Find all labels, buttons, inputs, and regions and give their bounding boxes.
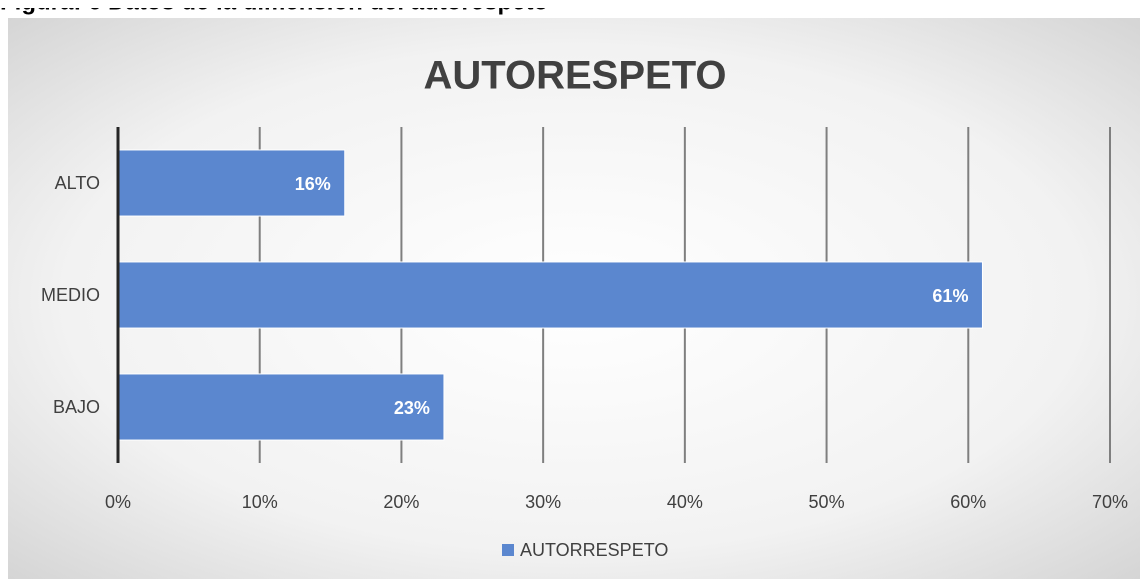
x-tick-label: 40%	[667, 492, 703, 512]
x-tick-label: 10%	[242, 492, 278, 512]
data-label: 23%	[394, 398, 430, 418]
x-tick-label: 60%	[950, 492, 986, 512]
y-tick-label: BAJO	[53, 397, 100, 417]
bar	[117, 373, 445, 441]
y-tick-label: ALTO	[55, 173, 100, 193]
chart-title: AUTORESPETO	[423, 54, 726, 98]
data-label: 61%	[932, 286, 968, 306]
x-tick-label: 0%	[105, 492, 131, 512]
x-tick-label: 20%	[383, 492, 419, 512]
caption-clip	[0, 0, 1148, 8]
y-tick-label: MEDIO	[41, 285, 100, 305]
legend-swatch	[502, 544, 514, 556]
x-tick-label: 50%	[809, 492, 845, 512]
x-tick-label: 30%	[525, 492, 561, 512]
legend-label: AUTORRESPETO	[520, 540, 668, 560]
x-tick-label: 70%	[1092, 492, 1128, 512]
bar	[117, 261, 983, 329]
bar	[117, 149, 346, 217]
data-label: 16%	[295, 174, 331, 194]
